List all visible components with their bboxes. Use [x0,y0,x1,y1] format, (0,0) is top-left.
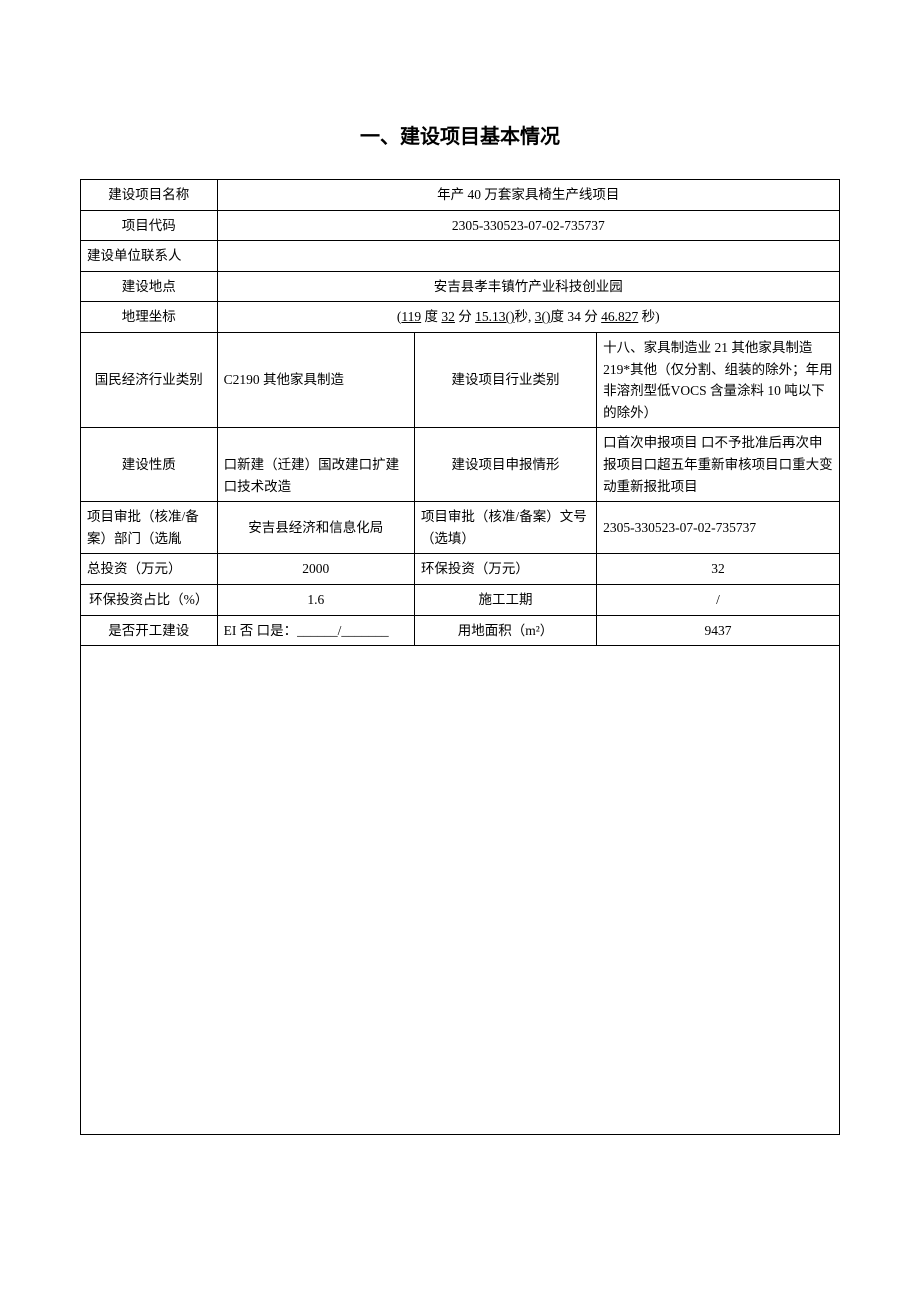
cell-label: 项目审批（核准/备案）部门（选胤 [81,502,218,554]
cell-label: 国民经济行业类别 [81,332,218,427]
cell-value [217,241,839,272]
cell-value: / [597,584,840,615]
cell-label: 项目审批（核准/备案）文号（选填） [414,502,596,554]
table-row: 建设项目名称 年产 40 万套家具椅生产线项目 [81,180,840,211]
cell-label: 环保投资占比（%） [81,584,218,615]
cell-label: 建设性质 [81,428,218,502]
coord-text: 度 [421,309,441,324]
cell-value: 32 [597,554,840,585]
table-row: 建设单位联系人 [81,241,840,272]
cell-label: 总投资（万元） [81,554,218,585]
cell-label: 建设项目行业类别 [414,332,596,427]
cell-value: 安吉县经济和信息化局 [217,502,414,554]
cell-label: 地理坐标 [81,302,218,333]
coord-text: 秒) [638,309,659,324]
cell-value: 年产 40 万套家具椅生产线项目 [217,180,839,211]
table-row-empty [81,646,840,1135]
cell-empty [81,646,840,1135]
cell-label: 用地面积（m²） [414,615,596,646]
coord-text: 度 34 分 [551,309,602,324]
cell-label: 建设地点 [81,271,218,302]
coord-underline: 15.13() [475,309,514,324]
cell-value: 2305-330523-07-02-735737 [597,502,840,554]
cell-label: 项目代码 [81,210,218,241]
cell-value: 口新建（迁建）国改建口扩建口技术改造 [217,428,414,502]
cell-value: 安吉县孝丰镇竹产业科技创业园 [217,271,839,302]
page-container: 一、建设项目基本情况 建设项目名称 年产 40 万套家具椅生产线项目 项目代码 … [0,0,920,1175]
cell-coordinates: (119 度 32 分 15.13()秒, 3()度 34 分 46.827 秒… [217,302,839,333]
table-row: 项目审批（核准/备案）部门（选胤 安吉县经济和信息化局 项目审批（核准/备案）文… [81,502,840,554]
cell-label: 建设项目申报情形 [414,428,596,502]
table-row: 地理坐标 (119 度 32 分 15.13()秒, 3()度 34 分 46.… [81,302,840,333]
table-row: 项目代码 2305-330523-07-02-735737 [81,210,840,241]
cell-value: 2305-330523-07-02-735737 [217,210,839,241]
table-row: 国民经济行业类别 C2190 其他家具制造 建设项目行业类别 十八、家具制造业 … [81,332,840,427]
cell-label: 建设项目名称 [81,180,218,211]
cell-value: 2000 [217,554,414,585]
coord-underline: 32 [441,309,455,324]
coord-underline: 119 [401,309,421,324]
coord-text: 秒, [515,309,535,324]
coord-underline: 3() [535,309,551,324]
table-row: 建设性质 口新建（迁建）国改建口扩建口技术改造 建设项目申报情形 口首次申报项目… [81,428,840,502]
cell-label: 施工工期 [414,584,596,615]
table-row: 是否开工建设 EI 否 口是：______/_______ 用地面积（m²） 9… [81,615,840,646]
table-row: 环保投资占比（%） 1.6 施工工期 / [81,584,840,615]
cell-value: 1.6 [217,584,414,615]
table-row: 建设地点 安吉县孝丰镇竹产业科技创业园 [81,271,840,302]
coord-underline: 46.827 [601,309,638,324]
project-info-table: 建设项目名称 年产 40 万套家具椅生产线项目 项目代码 2305-330523… [80,179,840,1135]
coord-text: 分 [455,309,475,324]
cell-value: 口首次申报项目 口不予批准后再次申报项目口超五年重新审核项目口重大变动重新报批项… [597,428,840,502]
cell-value: EI 否 口是：______/_______ [217,615,414,646]
cell-value: 9437 [597,615,840,646]
cell-label: 是否开工建设 [81,615,218,646]
cell-value: C2190 其他家具制造 [217,332,414,427]
cell-label: 环保投资（万元） [414,554,596,585]
cell-label: 建设单位联系人 [81,241,218,272]
section-title: 一、建设项目基本情况 [80,120,840,149]
cell-value: 十八、家具制造业 21 其他家具制造 219*其他（仅分割、组装的除外；年用非溶… [597,332,840,427]
table-row: 总投资（万元） 2000 环保投资（万元） 32 [81,554,840,585]
